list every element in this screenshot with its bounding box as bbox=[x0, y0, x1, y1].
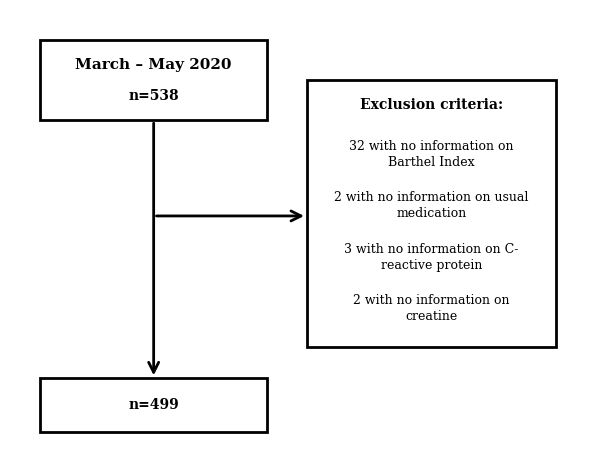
Text: March – May 2020: March – May 2020 bbox=[76, 58, 232, 72]
Text: 2 with no information on usual
medication: 2 with no information on usual medicatio… bbox=[335, 191, 529, 220]
Text: n=538: n=538 bbox=[128, 89, 179, 103]
Text: Exclusion criteria:: Exclusion criteria: bbox=[360, 98, 503, 112]
Bar bbox=[307, 81, 557, 347]
Text: n=499: n=499 bbox=[128, 398, 179, 412]
Bar bbox=[40, 40, 267, 120]
Bar bbox=[40, 378, 267, 432]
Text: 2 with no information on
creatine: 2 with no information on creatine bbox=[353, 294, 510, 323]
Text: 32 with no information on
Barthel Index: 32 with no information on Barthel Index bbox=[349, 140, 514, 169]
Text: 3 with no information on C-
reactive protein: 3 with no information on C- reactive pro… bbox=[345, 243, 519, 272]
